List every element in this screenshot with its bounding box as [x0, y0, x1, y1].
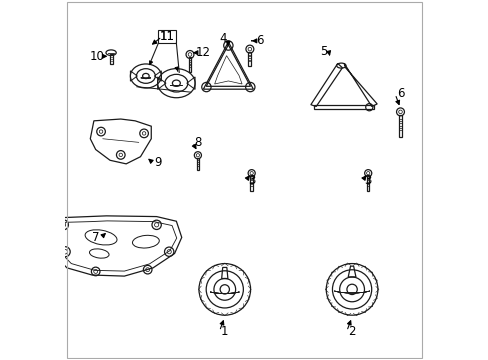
- Text: 7: 7: [92, 231, 99, 244]
- Text: 9: 9: [154, 156, 162, 169]
- Text: 6: 6: [396, 87, 404, 100]
- Text: 2: 2: [347, 325, 355, 338]
- Text: 5: 5: [319, 45, 326, 58]
- Bar: [158, 30, 176, 43]
- Text: 1: 1: [221, 325, 228, 338]
- Text: 11: 11: [160, 30, 175, 43]
- Text: 11: 11: [160, 30, 175, 43]
- Text: 6: 6: [256, 34, 263, 48]
- Text: 12: 12: [195, 46, 210, 59]
- Text: 3: 3: [364, 174, 371, 186]
- Text: 3: 3: [247, 174, 255, 186]
- Text: 10: 10: [89, 50, 104, 63]
- Text: 4: 4: [219, 32, 226, 45]
- Text: 8: 8: [194, 136, 201, 149]
